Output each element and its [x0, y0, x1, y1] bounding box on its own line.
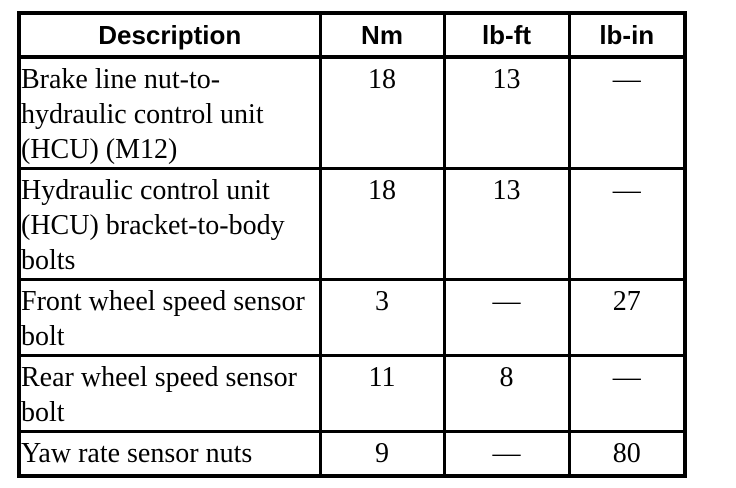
cell-lb-in: —: [567, 55, 687, 170]
table-row: Brake line nut-to-hydraulic control unit…: [17, 55, 687, 170]
cell-nm: 3: [318, 278, 446, 357]
cell-lb-ft: 13: [442, 55, 571, 170]
cell-nm: 18: [318, 167, 446, 281]
header-nm: Nm: [318, 11, 446, 59]
cell-description: Rear wheel speed sensor bolt: [17, 354, 322, 433]
header-lb-ft: lb-ft: [442, 11, 571, 59]
table-row: Hydraulic control unit (HCU) bracket-to-…: [17, 167, 687, 281]
cell-lb-in: —: [567, 354, 687, 433]
cell-lb-ft: 8: [442, 354, 571, 433]
header-row: Description Nm lb-ft lb-in: [17, 11, 687, 59]
torque-spec-table: Description Nm lb-ft lb-in Brake line nu…: [17, 11, 687, 478]
cell-lb-ft: —: [442, 278, 571, 357]
header-description: Description: [17, 11, 322, 59]
cell-nm: 9: [318, 430, 446, 478]
cell-description: Yaw rate sensor nuts: [17, 430, 322, 478]
table-row: Front wheel speed sensor bolt 3 — 27: [17, 278, 687, 357]
table-row: Yaw rate sensor nuts 9 — 80: [17, 430, 687, 478]
cell-lb-in: —: [567, 167, 687, 281]
header-lb-in: lb-in: [567, 11, 687, 59]
cell-lb-in: 80: [567, 430, 687, 478]
cell-lb-ft: —: [442, 430, 571, 478]
cell-nm: 11: [318, 354, 446, 433]
table-row: Rear wheel speed sensor bolt 11 8 —: [17, 354, 687, 433]
cell-description: Front wheel speed sensor bolt: [17, 278, 322, 357]
cell-nm: 18: [318, 55, 446, 170]
cell-description: Brake line nut-to-hydraulic control unit…: [17, 55, 322, 170]
cell-description: Hydraulic control unit (HCU) bracket-to-…: [17, 167, 322, 281]
cell-lb-ft: 13: [442, 167, 571, 281]
cell-lb-in: 27: [567, 278, 687, 357]
